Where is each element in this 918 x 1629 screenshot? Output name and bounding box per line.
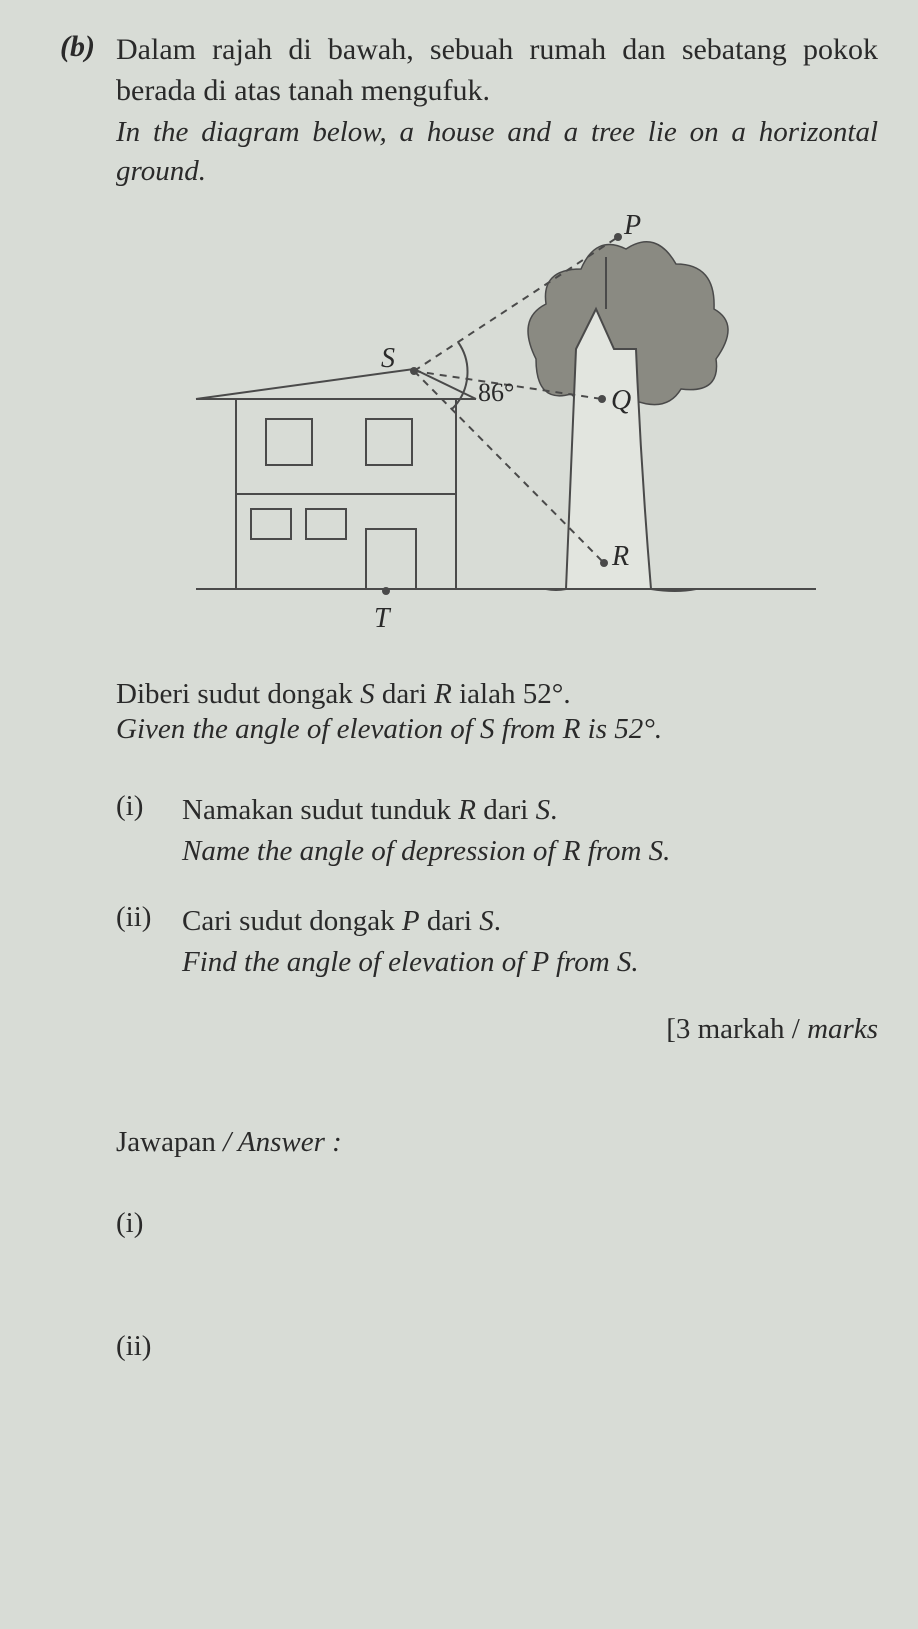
answer-heading-ms: Jawapan bbox=[116, 1126, 216, 1158]
part-ii-label: (ii) bbox=[116, 901, 182, 934]
question-stem-en: In the diagram below, a house and a tree… bbox=[116, 113, 878, 191]
label-R: R bbox=[611, 541, 629, 572]
part-i-label: (i) bbox=[116, 790, 182, 823]
window-upper-left bbox=[266, 419, 312, 465]
parts: (i) Namakan sudut tunduk R dari S. Name … bbox=[116, 790, 878, 1045]
point-T bbox=[382, 587, 390, 595]
point-P bbox=[614, 233, 622, 241]
part-ii-ms: Cari sudut dongak P dari S. bbox=[182, 905, 501, 937]
answer-slot-i: (i) bbox=[116, 1207, 878, 1240]
diagram-svg: P S Q R T 86° bbox=[116, 209, 816, 649]
window-upper-right bbox=[366, 419, 412, 465]
part-ii-en: Find the angle of elevation of P from S. bbox=[182, 942, 639, 983]
label-angle: 86° bbox=[478, 378, 514, 407]
window-lower-right bbox=[306, 509, 346, 539]
given-ms: Diberi sudut dongak S dari R ialah 52°. bbox=[116, 678, 878, 711]
part-i-en: Name the angle of depression of R from S… bbox=[182, 831, 670, 872]
question-label: (b) bbox=[60, 30, 104, 64]
given-en: Given the angle of elevation of S from R… bbox=[116, 713, 878, 746]
answer-slot-ii: (ii) bbox=[116, 1330, 878, 1363]
question-stem-ms: Dalam rajah di bawah, sebuah rumah dan s… bbox=[116, 30, 878, 111]
label-T: T bbox=[374, 603, 392, 634]
house-roof-left bbox=[196, 369, 476, 399]
diagram: P S Q R T 86° bbox=[116, 209, 878, 654]
label-Q: Q bbox=[611, 385, 631, 416]
window-lower-left bbox=[251, 509, 291, 539]
answer-heading-en: / Answer : bbox=[216, 1126, 342, 1158]
question-header: (b) Dalam rajah di bawah, sebuah rumah d… bbox=[60, 30, 878, 191]
part-i: (i) Namakan sudut tunduk R dari S. Name … bbox=[116, 790, 878, 871]
point-Q bbox=[598, 395, 606, 403]
part-ii: (ii) Cari sudut dongak P dari S. Find th… bbox=[116, 901, 878, 982]
point-S bbox=[410, 367, 418, 375]
point-R bbox=[600, 559, 608, 567]
label-P: P bbox=[623, 210, 641, 241]
answer-heading: Jawapan / Answer : bbox=[116, 1126, 878, 1159]
house-door bbox=[366, 529, 416, 589]
label-S: S bbox=[381, 343, 395, 374]
marks-line: [3 markah / marks bbox=[116, 1013, 878, 1046]
part-i-ms: Namakan sudut tunduk R dari S. bbox=[182, 794, 557, 826]
